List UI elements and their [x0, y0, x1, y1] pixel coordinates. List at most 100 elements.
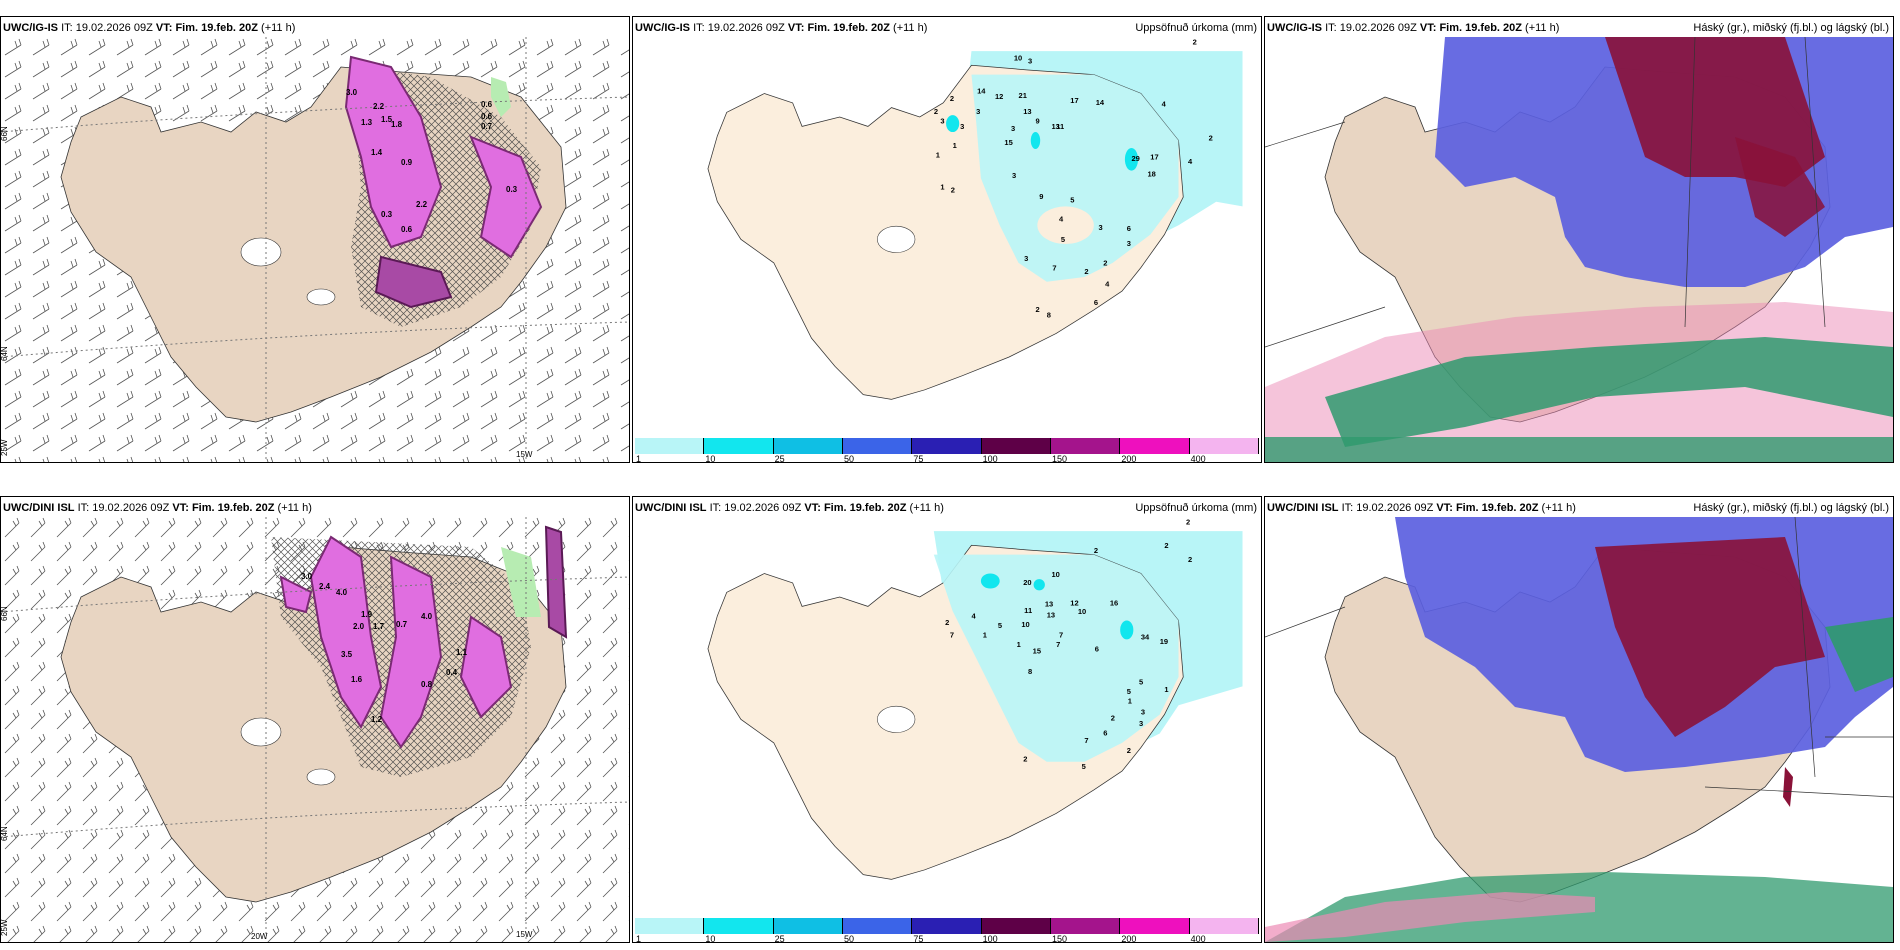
legend-tick-label: 25 — [774, 454, 785, 463]
lon-label: 25W — [1, 439, 9, 456]
map-value-label: 2.0 — [353, 622, 365, 631]
legend-swatch — [1189, 438, 1259, 454]
map-value-label: 13 — [1051, 122, 1059, 131]
panel-header: UWC/IG-IS IT: 19.02.2026 09Z VT: Fim. 19… — [635, 22, 928, 34]
map-value-label: 12 — [1070, 598, 1078, 607]
legend-swatch — [704, 918, 774, 934]
map-value-label: 3 — [1139, 719, 1143, 728]
map-value-label: 12 — [995, 92, 1003, 101]
map-value-label: 1.7 — [373, 622, 385, 631]
legend-tick-label: 400 — [1190, 454, 1206, 463]
map-value-label: 2 — [1209, 134, 1213, 143]
map-value-label: 1.1 — [456, 648, 468, 657]
lat-label: 66N — [1, 126, 9, 141]
map-value-label: 2 — [1188, 555, 1192, 564]
map-value-label: 10 — [1021, 620, 1029, 629]
map-value-label: 2 — [1035, 305, 1039, 314]
legend-swatch — [635, 918, 705, 934]
legend-swatch — [1120, 918, 1190, 934]
map-value-label: 17 — [1070, 96, 1078, 105]
map-value-label: 2 — [1103, 259, 1107, 268]
lon-label: 25W — [1, 919, 9, 936]
map-value-label: 1.6 — [351, 675, 363, 684]
precip-title: Uppsöfnuð úrkoma (mm) — [1135, 502, 1257, 514]
map-value-label: 13 — [1047, 611, 1055, 620]
map-value-label: 2 — [945, 618, 949, 627]
panel-header: UWC/DINI ISL IT: 19.02.2026 09Z VT: Fim.… — [1267, 502, 1576, 514]
map-value-label: 4 — [971, 612, 976, 621]
snow-values: 3.0 2.4 4.0 1.9 2.0 1.7 3.5 1.6 0.7 4.0 1.1 0.4 0.8 1… — [301, 572, 468, 724]
map-value-label: 3 — [1011, 124, 1015, 133]
map-value-label: 4 — [1162, 100, 1167, 109]
legend-tick-label: 400 — [1190, 934, 1206, 943]
map-value-label: 5 — [1127, 687, 1131, 696]
map-value-label: 1 — [1128, 696, 1132, 705]
panel-header: UWC/IG-IS IT: 19.02.2026 09Z VT: Fim. 19… — [3, 22, 296, 34]
map-value-label: 3 — [1141, 708, 1145, 717]
map-value-label: 16 — [1110, 598, 1118, 607]
map-value-label: 20 — [1023, 578, 1031, 587]
map-value-label: 1.5 — [381, 115, 393, 124]
legend-tick-label: 25 — [774, 934, 785, 943]
map-value-label: 17 — [1150, 152, 1158, 161]
cloud-title: Háský (gr.), miðský (fj.bl.) og lágský (… — [1693, 22, 1889, 34]
map-value-label: 2 — [1094, 546, 1098, 555]
map-value-label: 5 — [1082, 762, 1086, 771]
legend-swatch — [773, 438, 843, 454]
map-value-label: 15 — [1004, 138, 1012, 147]
panel-cloud-bottom: UWC/DINI ISL IT: 19.02.2026 09Z VT: Fim.… — [1264, 496, 1894, 943]
map-value-label: 15 — [1033, 646, 1041, 655]
cloud-map-bottom[interactable] — [1265, 517, 1893, 942]
map-value-label: 3 — [1024, 254, 1028, 263]
map-value-label: 6 — [1095, 645, 1099, 654]
map-value-label: 6 — [1127, 224, 1131, 233]
legend-swatch — [1051, 918, 1121, 934]
map-value-label: 10 — [1051, 570, 1059, 579]
map-value-label: 19 — [1160, 637, 1168, 646]
legend-tick-label: 100 — [982, 934, 998, 943]
map-value-label: 29 — [1131, 154, 1139, 163]
map-value-label: 11 — [1024, 606, 1032, 615]
legend-tick-label: 150 — [1052, 934, 1068, 943]
snow-map-top[interactable]: 66N 64N 25W 15W 3.02.21.3 1.51.80.60.60.7… — [1, 37, 629, 462]
map-value-label: 3 — [1099, 223, 1103, 232]
map-value-label: 3 — [976, 107, 980, 116]
map-value-label: 7 — [1052, 263, 1056, 272]
map-value-label: 5 — [1070, 196, 1074, 205]
map-value-label: 7 — [1084, 736, 1088, 745]
legend-swatch — [773, 918, 843, 934]
precip-legend: 1 10 25 50 75 100 150 200 400 — [633, 436, 1261, 462]
snow-map-bottom[interactable]: 66N 64N 25W 20W 15W 3.02.44.01.92.0 1.73.… — [1, 517, 629, 942]
map-value-label: 2 — [1193, 38, 1197, 47]
legend-tick-label: 10 — [705, 934, 716, 943]
map-value-label: 21 — [1019, 91, 1027, 100]
map-value-label: 2.2 — [373, 102, 385, 111]
map-value-label: 1.2 — [371, 715, 383, 724]
map-value-label: 0.4 — [446, 668, 458, 677]
panel-cloud-top: UWC/IG-IS IT: 19.02.2026 09Z VT: Fim. 19… — [1264, 16, 1894, 463]
panel-precip-top: UWC/IG-IS IT: 19.02.2026 09Z VT: Fim. 19… — [632, 16, 1262, 463]
legend-swatch — [1120, 438, 1190, 454]
lon-label: 20W — [251, 932, 268, 941]
legend-tick-label: 50 — [844, 934, 855, 943]
cloud-title: Háský (gr.), miðský (fj.bl.) og lágský (… — [1693, 502, 1889, 514]
map-value-label: 1.9 — [361, 610, 373, 619]
legend-swatch — [635, 438, 705, 454]
map-value-label: 4 — [1188, 157, 1193, 166]
map-value-label: 6 — [1094, 298, 1098, 307]
legend-swatch — [1189, 918, 1259, 934]
legend-tick-label: 10 — [705, 454, 716, 463]
map-value-label: 0.9 — [401, 158, 413, 167]
map-value-label: 13 — [1045, 599, 1053, 608]
cloud-map-top[interactable] — [1265, 37, 1893, 462]
legend-tick-label: 150 — [1052, 454, 1068, 463]
map-value-label: 10 — [1078, 607, 1086, 616]
map-value-label: 1.8 — [391, 120, 403, 129]
map-value-label: 4.0 — [421, 612, 433, 621]
map-value-label: 1 — [940, 182, 944, 191]
map-value-label: 2.2 — [416, 200, 428, 209]
